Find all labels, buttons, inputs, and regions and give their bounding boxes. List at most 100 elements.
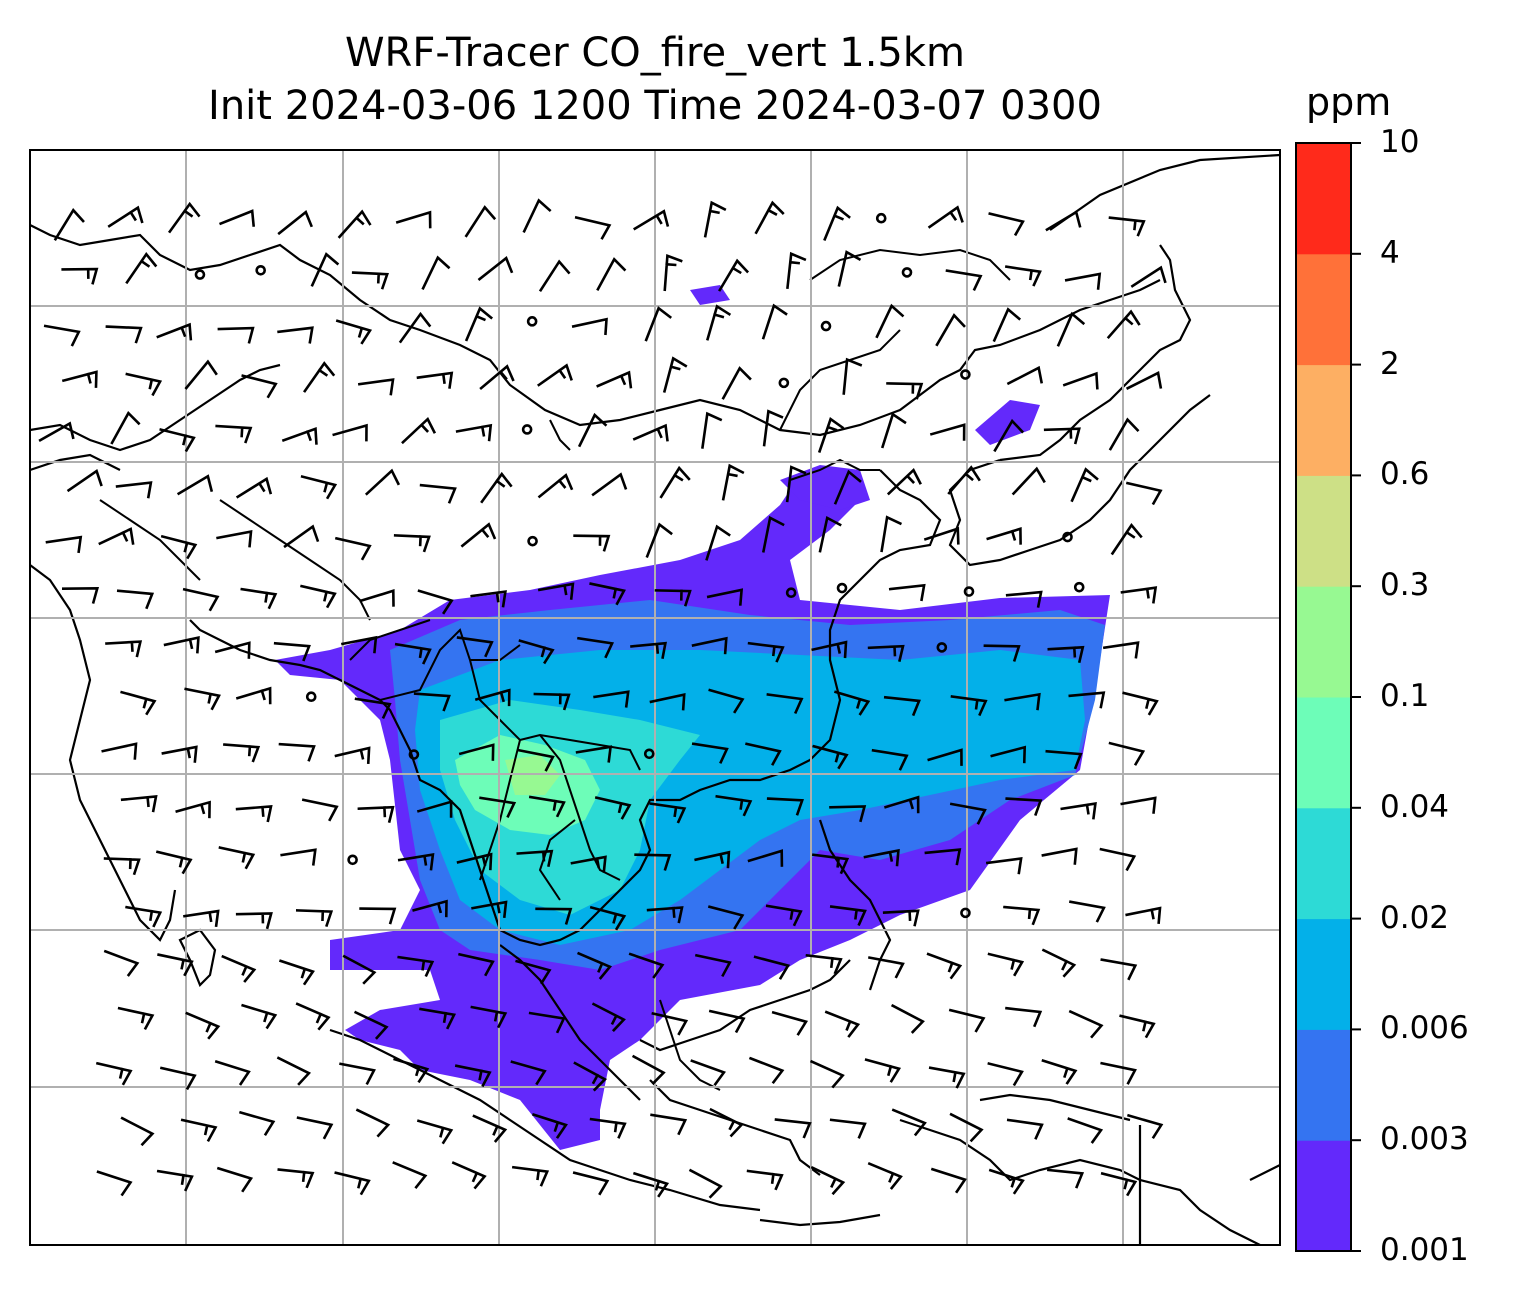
wind-barb: [479, 796, 517, 819]
wind-barb: [935, 313, 966, 347]
colorbar-segment: [1296, 475, 1351, 587]
calm-wind-marker: [963, 586, 975, 597]
wind-barb: [990, 745, 1027, 764]
wind-barb: [300, 584, 337, 609]
wind-barb: [650, 1113, 688, 1136]
wind-barb: [393, 1057, 430, 1084]
wind-barb: [771, 1010, 809, 1036]
wind-barb: [701, 411, 723, 449]
wind-barb: [458, 743, 495, 761]
wind-barb: [986, 527, 1022, 545]
wind-barb: [591, 472, 628, 497]
calm-wind-marker: [305, 691, 317, 703]
wind-barb: [992, 307, 1022, 343]
wind-barb: [295, 1002, 331, 1031]
wind-barb: [811, 640, 848, 659]
wind-barb: [241, 374, 278, 399]
wind-barb: [573, 534, 611, 552]
calm-wind-marker: [1073, 581, 1085, 593]
wind-barb: [339, 1062, 376, 1086]
colorbar-segment: [1296, 1029, 1351, 1141]
wind-barb: [987, 952, 1025, 977]
wind-barb: [98, 527, 135, 546]
wind-barb: [105, 640, 143, 658]
wind-barb: [183, 909, 220, 928]
wind-barb: [38, 421, 75, 442]
wind-barb: [1043, 427, 1081, 445]
wind-barb: [161, 745, 198, 763]
wind-barb: [342, 954, 377, 985]
wind-barb: [185, 1011, 221, 1040]
colorbar-tick-label: 0.3: [1380, 567, 1430, 604]
calm-wind-marker: [194, 269, 206, 280]
calm-wind-marker: [960, 369, 971, 380]
colorbar-segment: [1296, 364, 1351, 476]
wind-barb: [277, 326, 314, 344]
wind-barb: [811, 853, 850, 875]
wind-barb: [1004, 265, 1042, 287]
wind-barb: [458, 952, 495, 977]
wind-barb: [66, 468, 103, 493]
wind-barb: [1102, 641, 1140, 659]
calm-wind-marker: [347, 854, 358, 866]
wind-barb: [1108, 741, 1146, 766]
wind-barb: [745, 742, 782, 766]
wind-barb: [340, 635, 378, 654]
wind-barb: [53, 208, 85, 241]
wind-barb: [754, 200, 785, 235]
colorbar-segment: [1296, 807, 1351, 920]
wind-barb: [392, 1161, 428, 1190]
wind-barb: [649, 692, 686, 711]
wind-barb: [829, 1118, 867, 1139]
wind-barb: [761, 515, 785, 553]
wind-barb: [45, 535, 83, 554]
wind-barb: [753, 955, 791, 980]
wind-barb: [395, 210, 432, 229]
wind-barb: [1045, 210, 1082, 232]
calm-wind-marker: [875, 212, 887, 224]
wind-barb: [812, 744, 849, 770]
calm-wind-marker: [643, 748, 655, 760]
wind-barb: [180, 1118, 218, 1142]
map-frame: [29, 149, 1281, 1246]
wind-barb: [470, 1005, 508, 1029]
wind-barb: [416, 371, 454, 389]
wind-barb: [353, 1010, 389, 1040]
wind-barb: [950, 695, 988, 717]
wind-barb: [1108, 216, 1146, 237]
wind-barb: [105, 325, 143, 344]
calm-wind-marker: [526, 316, 538, 327]
wind-barb: [479, 364, 515, 391]
wind-barb: [649, 802, 687, 824]
wind-barb: [355, 1108, 391, 1138]
wind-barb: [159, 428, 196, 453]
wind-barbs: [38, 198, 1167, 1199]
wind-barb: [401, 416, 437, 445]
wind-barb: [871, 748, 909, 771]
wind-barb: [1100, 1061, 1137, 1085]
wind-barb: [705, 304, 732, 341]
wind-barb: [223, 743, 261, 763]
wind-barb: [115, 481, 153, 499]
wind-barb: [235, 804, 273, 823]
wind-barb: [570, 855, 607, 873]
wind-barb: [419, 483, 457, 504]
wind-barb: [61, 370, 98, 388]
wind-barb: [1125, 371, 1163, 390]
wind-barb: [886, 382, 924, 400]
wind-barb: [283, 524, 320, 549]
wind-barb: [510, 1060, 547, 1086]
wind-barb: [929, 423, 966, 441]
wind-barb: [1099, 847, 1137, 872]
wind-barb: [574, 215, 612, 240]
wind-barb: [241, 1003, 278, 1030]
wind-barb: [766, 797, 804, 816]
wind-barb: [273, 641, 311, 662]
wind-barb: [690, 1059, 726, 1087]
wind-barb: [748, 1056, 785, 1085]
wind-barb: [786, 251, 807, 290]
wind-barb: [460, 522, 497, 548]
wind-barb: [573, 1061, 608, 1092]
wind-barb: [591, 1002, 626, 1033]
